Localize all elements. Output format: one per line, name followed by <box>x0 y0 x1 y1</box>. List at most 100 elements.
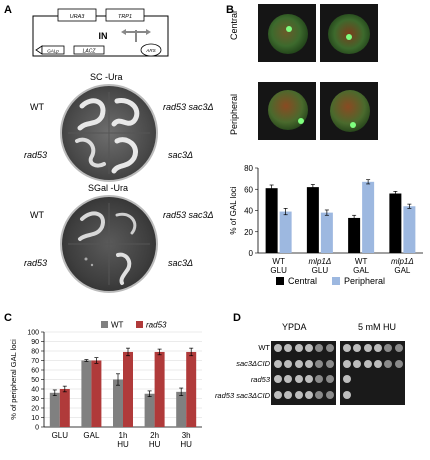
spot <box>384 375 392 383</box>
spot <box>353 344 362 352</box>
spot <box>364 391 372 399</box>
spot <box>394 344 403 352</box>
plate1-wt-label: WT <box>30 102 44 112</box>
c-x-tick-label: GLU <box>52 431 69 440</box>
spot <box>353 375 361 383</box>
b-y-tick-label: 60 <box>244 185 253 194</box>
b-bar <box>279 211 292 253</box>
plasmid-diagram: URA3 TRP1 IN GALp LACZ ARS <box>32 8 169 57</box>
d-col-hu: 5 mM HU <box>358 322 396 332</box>
spot <box>394 359 403 368</box>
spot <box>274 359 282 368</box>
c-x-tick-label: 2h <box>150 431 159 440</box>
c-y-tick-label: 0 <box>35 425 39 432</box>
c-bar <box>59 389 70 427</box>
spot-grid-hu <box>340 341 405 405</box>
spot-grid-ypda <box>271 341 336 405</box>
c-y-tick-label: 50 <box>31 377 39 384</box>
b-x-tick-label-line2: GLU <box>312 266 329 275</box>
ura3-label: URA3 <box>70 14 86 20</box>
spot <box>294 390 303 399</box>
row-central-label: Central <box>229 10 239 40</box>
ura3-box <box>57 8 97 22</box>
galp-box <box>41 45 65 55</box>
spot <box>315 375 324 383</box>
c-bar <box>113 379 123 427</box>
galp-label: GALp <box>47 49 59 54</box>
c-y-tick-label: 100 <box>27 330 39 337</box>
b-x-tick-label-line2: GAL <box>353 266 370 275</box>
spot <box>353 359 362 368</box>
c-y-tick-label: 10 <box>31 415 39 422</box>
spot <box>304 344 313 352</box>
tether-arrow-left <box>121 29 126 35</box>
b-y-tick-label: 20 <box>244 228 253 237</box>
c-y-tick-label: 20 <box>31 406 39 413</box>
c-y-tick-label: 30 <box>31 396 39 403</box>
spot <box>304 390 313 399</box>
plate2-wt-label: WT <box>30 210 44 220</box>
b-bar <box>348 217 361 253</box>
c-y-tick-label: 40 <box>31 387 39 394</box>
c-y-tick-label: 90 <box>31 339 39 346</box>
b-x-tick-label-line1: WT <box>272 257 285 266</box>
chart-c: 0 10 20 30 40 50 60 70 80 90 100 % of peripheral GA… <box>9 321 202 449</box>
spot <box>304 375 313 383</box>
spot <box>343 390 351 399</box>
micrograph-peripheral-1 <box>258 82 316 140</box>
b-legend-label-central: Central <box>288 276 317 286</box>
c-bar <box>123 351 133 427</box>
plate1-streaks <box>68 92 150 174</box>
spot <box>363 344 372 352</box>
b-bar <box>306 187 319 253</box>
b-bar <box>265 188 278 253</box>
c-x-tick-label: 3h <box>182 431 191 440</box>
b-x-tick-label-line2: GLU <box>270 266 287 275</box>
plate1-title: SC -Ura <box>90 72 123 82</box>
spot <box>294 375 303 383</box>
spot <box>325 390 334 399</box>
b-bar <box>389 193 402 253</box>
plate2-rad53-label: rad53 <box>24 258 48 268</box>
spot <box>294 344 303 352</box>
spot <box>284 375 293 383</box>
b-y-tick-label: 40 <box>244 207 253 216</box>
c-bar <box>49 392 60 427</box>
spot <box>384 359 393 368</box>
plate2-streaks <box>68 203 150 285</box>
c-bar <box>154 351 165 427</box>
b-x-tick-label-line1: mlp1Δ <box>391 257 414 266</box>
c-y-tick-label: 80 <box>31 349 39 356</box>
trp1-label: TRP1 <box>118 14 132 20</box>
c-bar <box>176 391 187 427</box>
tether-arrows <box>124 30 148 42</box>
c-legend-label-rad53: rad53 <box>146 321 167 330</box>
c-legend-label-wt: WT <box>111 321 124 330</box>
b-x-tick-label-line2: GAL <box>394 266 411 275</box>
spot <box>384 344 393 352</box>
c-x-tick-label: 1h <box>119 431 128 440</box>
lacz-label: LACZ <box>83 49 97 55</box>
panel-b-letter: B <box>226 4 234 16</box>
trp1-box <box>105 8 145 22</box>
b-bar <box>403 206 416 253</box>
d-col-ypda: YPDA <box>282 322 307 332</box>
b-bar <box>320 212 333 253</box>
spot <box>373 344 382 352</box>
d-strain-label: rad53 sac3ΔCID <box>214 391 270 400</box>
micrograph-central-2 <box>320 4 378 62</box>
d-strain-label: WT <box>258 343 270 352</box>
plate2-title: SGal -Ura <box>88 183 129 193</box>
spot <box>363 359 372 368</box>
c-y-tick-label: 70 <box>31 358 39 365</box>
plate2-image <box>60 195 158 293</box>
c-x-tick-label: HU <box>180 440 192 449</box>
c-x-tick-label: HU <box>149 440 161 449</box>
c-bar <box>186 351 197 427</box>
spot <box>374 391 382 399</box>
plate1-double-label: rad53 sac3Δ <box>163 102 214 112</box>
spot <box>353 391 361 399</box>
panel-a-letter: A <box>4 4 12 16</box>
spot <box>284 344 293 352</box>
